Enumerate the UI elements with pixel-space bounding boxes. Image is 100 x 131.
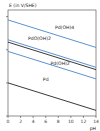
- region-label: Pd(OH)2: [51, 61, 70, 66]
- boundary-line: [8, 40, 96, 67]
- x-tick-label: 2: [19, 119, 22, 124]
- boundary-line: [8, 20, 96, 47]
- y-tick: [6, 16, 8, 17]
- x-tick: [33, 116, 34, 118]
- plot-frame: [8, 10, 96, 116]
- y-tick: [6, 82, 8, 83]
- y-tick: [6, 116, 8, 117]
- x-tick-label: 8: [57, 119, 60, 124]
- x-tick-label: 10: [68, 119, 74, 124]
- x-tick-label: 4: [32, 119, 35, 124]
- x-axis-label: pH: [90, 126, 96, 131]
- chart: 0 2 4 6 8 10 12 14 Pd(OH)4 PdO(OH)2 Pd(OH)2 Pd E (in…: [0, 0, 100, 131]
- x-tick-label: 0: [7, 119, 10, 124]
- x-tick: [8, 116, 9, 118]
- x-tick: [58, 116, 59, 118]
- x-tick: [83, 116, 84, 118]
- region-label: PdO(OH)2: [28, 36, 51, 41]
- x-tick: [20, 116, 21, 118]
- plot-area: [8, 20, 96, 110]
- x-tick-label: 6: [44, 119, 47, 124]
- y-axis-label: E (in V/SHE): [9, 3, 37, 8]
- x-tick: [45, 116, 46, 118]
- x-tick: [96, 116, 97, 118]
- y-tick: [6, 49, 8, 50]
- boundary-line: [8, 42, 96, 69]
- x-tick-label: 12: [81, 119, 87, 124]
- boundary-line: [8, 83, 96, 110]
- x-tick: [70, 116, 71, 118]
- x-tick-label: 14: [93, 119, 99, 124]
- region-label: Pd: [43, 77, 49, 82]
- region-label: Pd(OH)4: [55, 25, 74, 30]
